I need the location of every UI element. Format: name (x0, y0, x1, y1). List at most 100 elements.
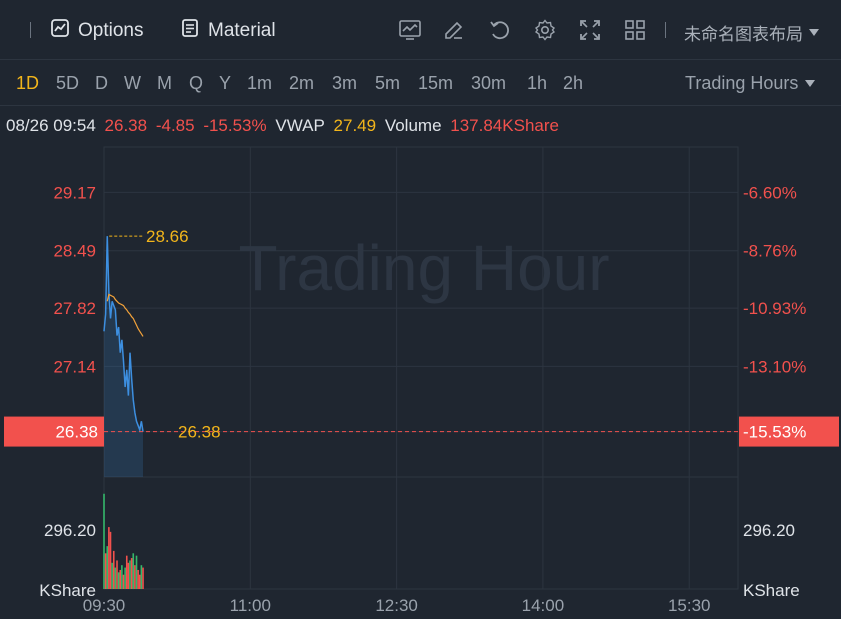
quote-change: -4.85 (155, 116, 195, 135)
volume-bar (108, 527, 110, 589)
edit-icon[interactable] (442, 18, 466, 42)
volume-bar (140, 565, 143, 589)
period-5d[interactable]: 5D (56, 73, 80, 93)
toolbar-divider (30, 22, 31, 38)
y-tick-label-pct: -10.93% (743, 299, 806, 318)
chart-watermark: Trading Hour (238, 232, 609, 304)
period-5m[interactable]: 5m (375, 73, 401, 93)
volume-bar (114, 567, 117, 589)
caret-down-icon (805, 80, 816, 87)
y-tick-label-price: 29.17 (53, 183, 96, 202)
y-tick-label-price: 27.14 (53, 357, 96, 376)
y-tick-label-pct: -13.10% (743, 357, 806, 376)
options-icon (50, 18, 70, 44)
volume-bar (124, 567, 126, 589)
x-tick-label: 15:30 (668, 596, 711, 615)
volume-bar (104, 553, 107, 589)
volume-label: Volume (384, 116, 442, 135)
y-tick-label-pct: -6.60% (743, 183, 797, 202)
trading-hours-selector[interactable]: Trading Hours (685, 73, 816, 94)
current-price-badge (4, 416, 104, 447)
current-price-line-label: 26.38 (178, 423, 221, 442)
volume-unit-right: KShare (743, 581, 800, 600)
volume-bar (127, 562, 130, 589)
period-1h[interactable]: 1h (527, 73, 548, 93)
volume-bar (125, 555, 128, 589)
current-price-badge-label: 26.38 (55, 423, 98, 442)
period-1d[interactable]: 1D (16, 73, 40, 93)
volume-bar (119, 569, 122, 589)
volume-bar (117, 572, 120, 589)
period-d[interactable]: D (95, 73, 108, 93)
y-tick-label-price: 28.49 (53, 242, 96, 261)
period-m[interactable]: M (157, 73, 172, 93)
vwap-label: VWAP (275, 116, 325, 135)
volume-bar (129, 560, 131, 589)
trading-hours-label: Trading Hours (685, 73, 799, 93)
volume-tick-left: 296.20 (44, 521, 96, 540)
volume-bar (111, 562, 113, 589)
volume-bar (121, 565, 123, 589)
period-2h[interactable]: 2h (563, 73, 584, 93)
grid-icon[interactable] (623, 18, 647, 42)
x-tick-label: 12:30 (375, 596, 418, 615)
price-area (104, 236, 144, 477)
period-w[interactable]: W (124, 73, 141, 93)
refresh-icon[interactable] (488, 18, 512, 42)
x-tick-label: 09:30 (83, 596, 126, 615)
layout-name: 未命名图表布局 (684, 25, 803, 45)
options-label: Options (78, 20, 144, 41)
material-button[interactable]: Material (180, 17, 276, 45)
volume-bar (138, 574, 141, 589)
volume-unit-left: KShare (39, 581, 96, 600)
period-15m[interactable]: 15m (418, 73, 454, 93)
plot-frame (103, 146, 739, 590)
y-tick-label-pct: -8.76% (743, 242, 797, 261)
volume-bar (135, 555, 138, 589)
chart-line-icon[interactable] (398, 18, 422, 42)
volume-bar (103, 493, 105, 589)
quote-change-pct: -15.53% (203, 116, 267, 135)
options-button[interactable]: Options (50, 17, 143, 45)
high-marker-label: 28.66 (146, 227, 189, 246)
current-pct-badge (739, 416, 839, 447)
material-label: Material (208, 20, 276, 41)
y-tick-label-price: 27.82 (53, 299, 96, 318)
volume-bar (116, 560, 118, 589)
vwap-line (106, 293, 144, 337)
volume-bar (109, 531, 112, 589)
x-tick-label: 11:00 (230, 596, 271, 615)
volume-bar (106, 546, 109, 589)
x-tick-label: 14:00 (522, 596, 565, 615)
volume-bar (132, 553, 135, 589)
fullscreen-icon[interactable] (578, 18, 602, 42)
volume-bar (134, 565, 136, 589)
period-y[interactable]: Y (219, 73, 232, 93)
chart-toolbar: Options Material 未命名图表布局 (0, 0, 841, 60)
period-30m[interactable]: 30m (471, 73, 507, 93)
quote-price: 26.38 (104, 116, 148, 135)
vwap-value: 27.49 (333, 116, 377, 135)
toolbar-divider (665, 22, 666, 38)
caret-down-icon (809, 29, 819, 36)
period-1m[interactable]: 1m (247, 73, 273, 93)
price-line (103, 236, 144, 433)
settings-icon[interactable] (533, 18, 557, 42)
volume-bar (142, 567, 144, 589)
volume-tick-right: 296.20 (743, 521, 795, 540)
period-bar: 1D 5D D W M Q Y 1m 2m 3m 5m 15m 30m 1h 2… (0, 60, 841, 106)
document-icon (180, 18, 200, 44)
period-2m[interactable]: 2m (289, 73, 315, 93)
volume-bar (130, 558, 133, 589)
intraday-chart[interactable]: 09:30 11:00 12:30 14:00 15:30 29.17 -6.60% 28.4… (0, 140, 841, 619)
current-pct-badge-label: -15.53% (743, 423, 806, 442)
period-q[interactable]: Q (189, 73, 204, 93)
layout-selector[interactable]: 未命名图表布局 (684, 20, 819, 45)
volume-bar (122, 574, 125, 589)
volume-bar (137, 569, 139, 589)
period-3m[interactable]: 3m (332, 73, 358, 93)
quote-datetime: 08/26 09:54 (6, 116, 96, 135)
quote-info-bar: 08/26 09:54 26.38 -4.85 -15.53% VWAP 27.… (6, 116, 563, 136)
volume-value: 137.84KShare (450, 116, 559, 135)
volume-bar (112, 550, 115, 589)
